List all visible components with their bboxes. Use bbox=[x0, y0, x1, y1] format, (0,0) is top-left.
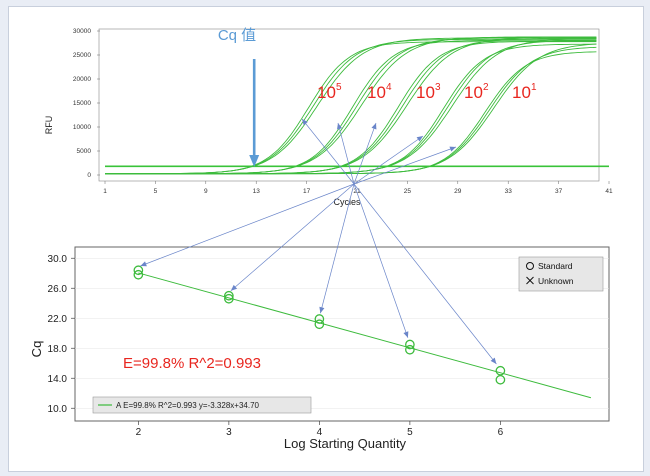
connector-arrow bbox=[301, 118, 355, 185]
top-x-tick-label: 17 bbox=[303, 188, 311, 195]
standard-points bbox=[133, 265, 506, 385]
dilution-label-exponent: 5 bbox=[336, 82, 342, 93]
connector-arrow bbox=[353, 135, 424, 185]
bottom-x-tick-label: 6 bbox=[498, 427, 504, 438]
cq-axis-label: Cq bbox=[29, 341, 44, 358]
standard-point bbox=[405, 339, 415, 350]
bottom-y-tick-label: 18.0 bbox=[48, 344, 68, 355]
dilution-label: 10 bbox=[317, 83, 336, 102]
top-x-tick-label: 9 bbox=[204, 188, 208, 195]
top-y-tick-label: 30000 bbox=[73, 28, 91, 35]
connector-arrow-head bbox=[403, 331, 409, 338]
figure-frame: 0 5000 10000 15000 20000 25000 30000 1 5 9 13 17 21… bbox=[8, 6, 644, 472]
cq-arrow-head bbox=[249, 155, 260, 167]
top-x-tick-label: 21 bbox=[353, 188, 361, 195]
unknown-legend-icon bbox=[526, 276, 534, 285]
standard-point bbox=[224, 290, 234, 301]
dilution-label-exponent: 4 bbox=[386, 82, 392, 93]
bottom-y-tick-label: 26.0 bbox=[48, 284, 68, 295]
bottom-y-tick-label: 10.0 bbox=[48, 404, 68, 415]
connector-arrow bbox=[320, 183, 355, 314]
top-x-tick-label: 5 bbox=[154, 188, 158, 195]
standard-legend-icon bbox=[526, 262, 534, 270]
dilution-label-exponent: 1 bbox=[531, 82, 537, 93]
dilution-label: 10 bbox=[367, 83, 386, 102]
top-y-tick-label: 25000 bbox=[73, 52, 91, 59]
symbol-legend-box bbox=[518, 256, 604, 292]
standard-curve-plot-area bbox=[74, 246, 610, 422]
connector-arrow bbox=[353, 183, 497, 365]
rfu-axis-label: RFU bbox=[44, 116, 54, 135]
connector-arrow-head bbox=[337, 123, 343, 130]
connector-arrow-head bbox=[416, 136, 423, 142]
standard-fit-line bbox=[138, 272, 592, 399]
top-x-tick-label: 41 bbox=[605, 188, 613, 195]
standard-point bbox=[314, 319, 325, 330]
bottom-y-tick-label: 30.0 bbox=[48, 254, 68, 265]
top-x-tick-label: 1 bbox=[103, 188, 107, 195]
top-y-tick-label: 20000 bbox=[73, 76, 91, 83]
top-y-axis: 0 5000 10000 15000 20000 25000 30000 bbox=[73, 28, 100, 179]
bottom-x-tick-label: 2 bbox=[136, 427, 142, 438]
efficiency-text: E=99.8% R^2=0.993 bbox=[123, 355, 261, 372]
dilution-label-exponent: 2 bbox=[483, 82, 489, 93]
standard-point bbox=[133, 269, 144, 280]
connector-arrow-head bbox=[371, 123, 377, 130]
standard-point bbox=[133, 265, 144, 276]
connector-arrow-head bbox=[302, 119, 308, 126]
dilution-label: 10 bbox=[416, 83, 435, 102]
connector-arrow bbox=[353, 122, 377, 185]
dilution-label-exponent: 3 bbox=[435, 82, 441, 93]
connector-arrow bbox=[337, 122, 355, 185]
log-quantity-axis-label: Log Starting Quantity bbox=[284, 436, 407, 451]
connector-arrow-head bbox=[140, 261, 147, 267]
standard-point bbox=[405, 344, 415, 355]
bottom-y-tick-label: 14.0 bbox=[48, 374, 68, 385]
bottom-x-axis: 2 3 4 5 6 bbox=[136, 421, 504, 438]
dilution-label: 10 bbox=[512, 83, 531, 102]
bottom-x-tick-label: 3 bbox=[226, 427, 232, 438]
standard-point bbox=[224, 293, 234, 304]
bottom-x-tick-label: 5 bbox=[407, 427, 413, 438]
top-y-tick-label: 15000 bbox=[73, 100, 91, 107]
top-x-tick-label: 13 bbox=[253, 188, 261, 195]
connector-arrow bbox=[230, 183, 355, 292]
dilution-labels: 10 5 10 4 10 3 10 2 10 1 bbox=[317, 82, 537, 102]
top-y-tick-label: 0 bbox=[87, 172, 91, 179]
connector-arrow-head bbox=[490, 357, 497, 364]
connector-arrow-head bbox=[449, 146, 456, 152]
top-x-tick-label: 37 bbox=[555, 188, 563, 195]
amplification-plot-area bbox=[98, 28, 600, 182]
top-x-tick-label: 25 bbox=[404, 188, 412, 195]
amplification-curve bbox=[105, 43, 597, 175]
cq-annotation-label: Cq 值 bbox=[218, 27, 256, 44]
top-x-tick-label: 33 bbox=[505, 188, 513, 195]
connector-arrow bbox=[353, 146, 457, 185]
connector-arrow-head bbox=[230, 284, 238, 291]
connector-arrow bbox=[353, 183, 409, 338]
standard-point bbox=[314, 314, 325, 324]
fit-legend-text: A E=99.8% R^2=0.993 y=-3.328x+34.70 bbox=[116, 401, 260, 410]
top-y-tick-label: 10000 bbox=[73, 124, 91, 131]
legend-standard: Standard bbox=[538, 261, 573, 271]
connector-arrows bbox=[140, 118, 497, 365]
connector-arrow-head bbox=[319, 306, 325, 314]
bottom-y-tick-label: 22.0 bbox=[48, 314, 68, 325]
connector-arrow bbox=[140, 183, 355, 267]
top-y-tick-label: 5000 bbox=[77, 148, 92, 155]
top-x-axis: 1 5 9 13 17 21 25 29 33 37 41 bbox=[103, 181, 613, 195]
dilution-label: 10 bbox=[464, 83, 483, 102]
legend-unknown: Unknown bbox=[538, 276, 574, 286]
fit-legend-box bbox=[92, 396, 312, 414]
bottom-x-tick-label: 4 bbox=[317, 427, 323, 438]
standard-point bbox=[495, 374, 506, 385]
cycles-axis-label: Cycles bbox=[333, 197, 361, 207]
top-x-tick-label: 29 bbox=[454, 188, 462, 195]
